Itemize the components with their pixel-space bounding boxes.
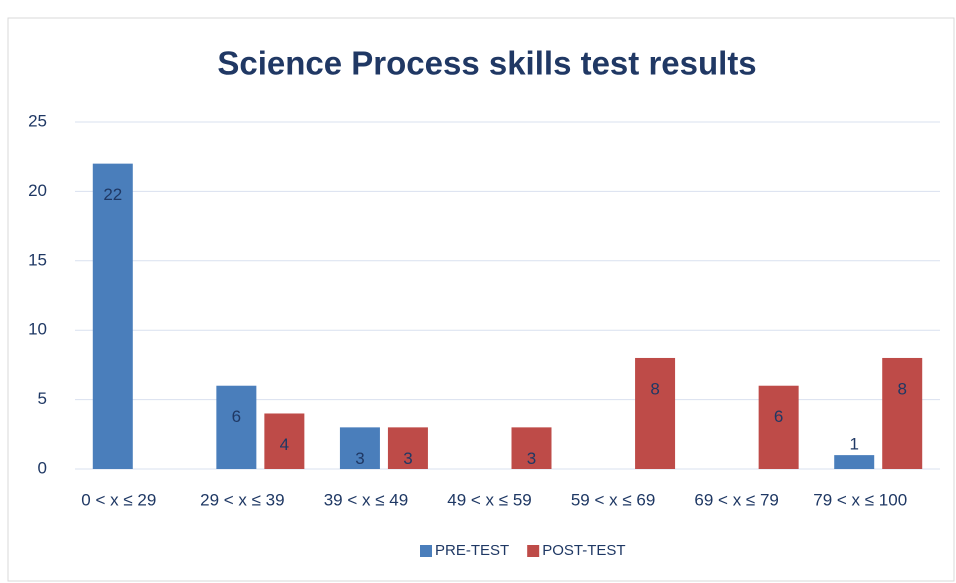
data-label: 1 bbox=[849, 435, 858, 454]
data-label: 22 bbox=[103, 185, 122, 204]
bar bbox=[635, 357, 676, 469]
bar bbox=[834, 455, 875, 469]
data-label: 4 bbox=[280, 435, 289, 454]
legend-label: POST-TEST bbox=[542, 542, 625, 559]
x-tick-label: 29 < x ≤ 39 bbox=[200, 490, 284, 509]
bar bbox=[758, 385, 799, 469]
bar bbox=[387, 427, 428, 469]
bar bbox=[339, 427, 380, 469]
chart-title: Science Process skills test results bbox=[217, 45, 756, 82]
bar bbox=[216, 385, 257, 469]
data-label: 3 bbox=[403, 449, 412, 468]
x-tick-label: 49 < x ≤ 59 bbox=[447, 490, 531, 509]
data-label: 8 bbox=[897, 379, 906, 398]
bar bbox=[882, 357, 923, 469]
y-tick-label: 0 bbox=[38, 458, 47, 477]
data-label: 6 bbox=[232, 407, 241, 426]
x-tick-label: 39 < x ≤ 49 bbox=[324, 490, 408, 509]
x-tick-label: 0 < x ≤ 29 bbox=[81, 490, 156, 509]
data-label: 6 bbox=[774, 407, 783, 426]
y-tick-label: 25 bbox=[28, 111, 47, 130]
y-tick-label: 10 bbox=[28, 320, 47, 339]
bar bbox=[92, 163, 133, 469]
legend-swatch bbox=[527, 545, 540, 557]
legend-label: PRE-TEST bbox=[435, 542, 509, 559]
x-tick-label: 69 < x ≤ 79 bbox=[694, 490, 778, 509]
y-tick-label: 15 bbox=[28, 250, 47, 269]
data-label: 3 bbox=[527, 449, 536, 468]
bar bbox=[511, 427, 552, 469]
y-tick-label: 5 bbox=[38, 389, 47, 408]
chart-frame bbox=[7, 17, 955, 582]
data-label: 8 bbox=[650, 379, 659, 398]
x-tick-label: 79 < x ≤ 100 bbox=[813, 490, 907, 509]
data-label: 3 bbox=[355, 449, 364, 468]
bar bbox=[264, 413, 305, 469]
y-tick-label: 20 bbox=[28, 181, 47, 200]
x-tick-label: 59 < x ≤ 69 bbox=[571, 490, 655, 509]
legend-swatch bbox=[420, 545, 432, 557]
